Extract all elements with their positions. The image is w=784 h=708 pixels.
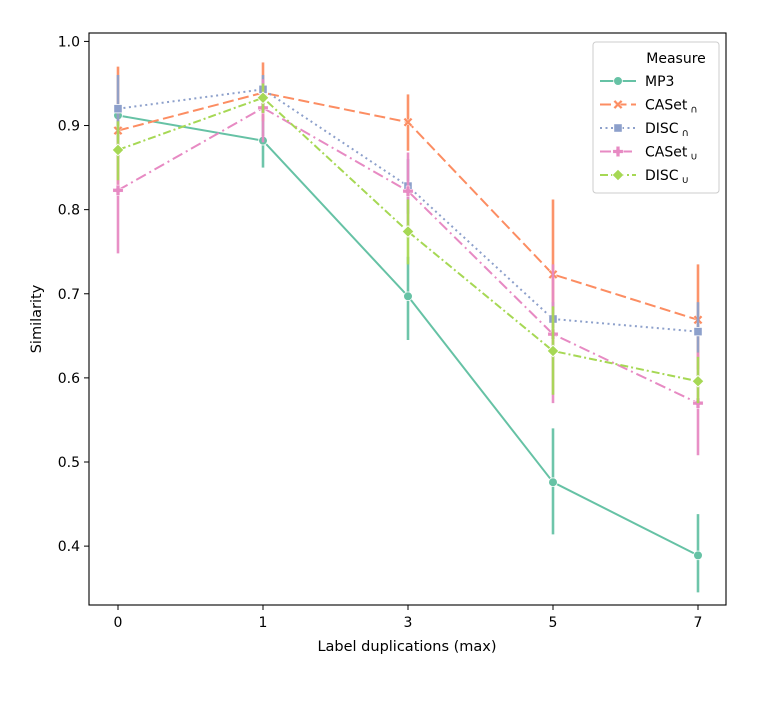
legend-marker bbox=[613, 99, 623, 110]
legend-entry-3: CASet ∪ bbox=[600, 145, 698, 163]
series-4 bbox=[111, 83, 705, 404]
x-tick-label: 1 bbox=[259, 615, 268, 631]
plot-area bbox=[111, 62, 705, 593]
legend-marker bbox=[613, 76, 623, 86]
legend-label: CASet ∪ bbox=[645, 145, 698, 163]
data-point bbox=[402, 185, 414, 197]
legend-marker bbox=[612, 146, 624, 157]
y-axis-label: Similarity bbox=[29, 284, 45, 353]
legend: Measure MP3 CASet ∩ DISC ∩ CASet ∪ DISC ∪ bbox=[592, 41, 720, 194]
data-point bbox=[113, 104, 123, 114]
x-axis-label: Label duplications (max) bbox=[317, 639, 496, 655]
x-tick-label: 0 bbox=[114, 615, 123, 631]
data-point bbox=[111, 143, 125, 157]
series-line bbox=[117, 96, 699, 383]
legend-entry-1: CASet ∩ bbox=[600, 98, 698, 116]
data-point bbox=[693, 550, 703, 561]
data-point bbox=[403, 117, 413, 128]
y-tick-label: 0.7 bbox=[58, 287, 80, 303]
x-tick-label: 7 bbox=[694, 615, 703, 631]
y-tick-label: 1.0 bbox=[58, 34, 80, 50]
y-tick-label: 0.9 bbox=[58, 119, 80, 135]
legend-label: DISC ∪ bbox=[645, 168, 689, 186]
y-tick-label: 0.8 bbox=[58, 203, 80, 219]
y-tick-label: 0.5 bbox=[58, 455, 80, 471]
series-0 bbox=[113, 107, 703, 593]
legend-label: DISC ∩ bbox=[645, 121, 689, 139]
legend-marker bbox=[613, 123, 623, 133]
data-point bbox=[112, 184, 124, 196]
legend-entry-4: DISC ∪ bbox=[600, 168, 689, 186]
data-point bbox=[693, 327, 703, 337]
x-tick-label: 3 bbox=[404, 615, 413, 631]
legend-label: CASet ∩ bbox=[645, 98, 698, 116]
data-point bbox=[546, 344, 560, 358]
data-point bbox=[403, 291, 413, 302]
legend-marker bbox=[611, 168, 625, 182]
x-tick-label: 5 bbox=[549, 615, 558, 631]
legend-title: Measure bbox=[646, 51, 706, 67]
data-point bbox=[691, 374, 705, 388]
data-point bbox=[548, 477, 558, 487]
y-tick-label: 0.4 bbox=[58, 539, 80, 555]
legend-entry-2: DISC ∩ bbox=[600, 121, 689, 139]
legend-label: MP3 bbox=[645, 74, 674, 90]
data-point bbox=[256, 91, 270, 105]
series-line bbox=[117, 106, 699, 405]
legend-box bbox=[592, 41, 720, 194]
legend-entry-0: MP3 bbox=[600, 74, 674, 90]
x-axis: 0 1 3 5 7 bbox=[114, 605, 703, 631]
data-point bbox=[401, 225, 415, 238]
y-axis: 0.4 0.5 0.6 0.7 0.8 0.9 1.0 bbox=[58, 34, 89, 555]
y-tick-label: 0.6 bbox=[58, 371, 80, 387]
